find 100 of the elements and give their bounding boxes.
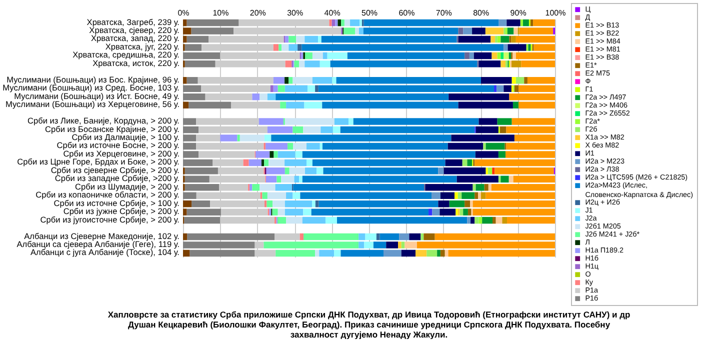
x-tick-label: 50% <box>361 8 378 18</box>
bar <box>270 151 274 158</box>
bar <box>492 52 498 60</box>
bar <box>467 216 471 224</box>
bar <box>482 216 493 224</box>
bar <box>437 250 440 257</box>
bar <box>305 52 312 60</box>
y-tick-label: Албанци из Сјеверне Македоније, 102 у. <box>24 230 180 241</box>
bar <box>296 36 305 43</box>
bar <box>401 250 416 257</box>
bar <box>500 176 509 183</box>
bar <box>276 176 282 183</box>
bar <box>498 19 507 26</box>
bar <box>470 216 475 224</box>
bar <box>454 192 458 199</box>
bar <box>486 168 488 174</box>
bar <box>483 142 486 150</box>
bar <box>384 250 402 257</box>
bar <box>386 242 398 248</box>
bar <box>240 134 264 142</box>
bar <box>399 233 410 240</box>
bar <box>500 126 506 134</box>
bar <box>278 44 282 51</box>
bar <box>523 19 529 26</box>
x-tick-label: 80% <box>473 8 490 18</box>
bar <box>506 19 520 26</box>
bar <box>511 36 516 43</box>
bar <box>469 52 474 60</box>
bar <box>252 93 260 100</box>
bar <box>260 93 268 100</box>
bar <box>261 159 264 166</box>
bar <box>332 77 336 84</box>
bar <box>508 176 514 183</box>
bar <box>316 168 324 174</box>
bar <box>308 85 316 92</box>
bar <box>299 60 305 68</box>
bar <box>520 19 524 26</box>
bar <box>288 142 294 150</box>
bar <box>270 85 274 92</box>
bar <box>458 192 462 199</box>
bar <box>303 208 312 216</box>
bar <box>512 52 516 60</box>
bar <box>312 77 332 84</box>
bar <box>511 60 522 68</box>
bar <box>500 52 504 60</box>
bar <box>294 60 300 68</box>
bar <box>420 233 424 240</box>
bar <box>315 250 320 257</box>
bar <box>320 142 322 150</box>
bar <box>398 242 402 248</box>
bar <box>409 233 421 240</box>
bar <box>497 118 512 125</box>
bar <box>284 168 290 174</box>
bar <box>332 126 340 134</box>
bar <box>220 134 238 142</box>
bar <box>273 44 279 51</box>
bar <box>424 233 435 240</box>
bar <box>284 85 308 92</box>
bar <box>440 250 445 257</box>
bar <box>432 208 440 216</box>
bar <box>250 184 252 191</box>
bar <box>480 192 486 199</box>
bar <box>319 250 334 257</box>
x-tick-label: 70% <box>436 8 452 18</box>
bar <box>292 126 304 134</box>
bar <box>401 242 405 248</box>
bar <box>476 184 484 191</box>
x-tick-label: 90% <box>510 8 526 18</box>
bar <box>492 168 495 174</box>
bar <box>488 184 492 191</box>
bar <box>431 192 440 199</box>
bar <box>292 192 300 199</box>
bar <box>472 184 476 191</box>
bar <box>460 208 464 216</box>
bar <box>500 60 506 68</box>
bar <box>293 142 307 150</box>
bar <box>318 36 322 43</box>
bar <box>335 19 338 26</box>
bar <box>438 168 444 174</box>
bar <box>304 102 322 108</box>
bar <box>416 250 427 257</box>
bar <box>504 52 509 60</box>
bar <box>344 19 350 26</box>
bar <box>299 176 302 183</box>
bar <box>288 36 296 43</box>
bar <box>334 118 349 125</box>
bar <box>490 168 492 174</box>
bar <box>286 216 302 224</box>
bar <box>267 93 276 100</box>
bar <box>514 85 519 92</box>
y-tick-label: Срби из Херцеговине, > 200 у. <box>63 148 180 158</box>
bar <box>298 44 302 51</box>
bar <box>528 44 531 51</box>
bar <box>514 28 518 34</box>
bar <box>183 233 188 240</box>
bar <box>404 242 417 248</box>
bar <box>492 216 496 224</box>
bar <box>315 200 319 208</box>
x-tick-label: 100% <box>545 8 566 18</box>
bar <box>496 85 504 92</box>
